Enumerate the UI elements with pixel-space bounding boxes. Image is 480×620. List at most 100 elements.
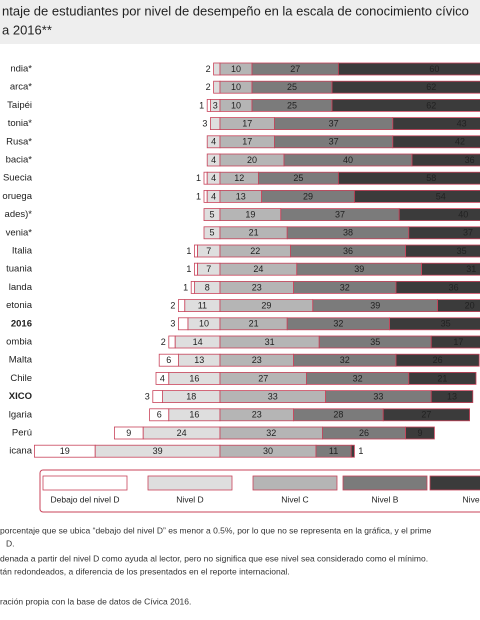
- category-label: bacia*: [6, 155, 33, 166]
- value-label: 58: [426, 173, 436, 183]
- value-label: 8: [205, 282, 210, 292]
- value-label: 10: [231, 82, 241, 92]
- value-label: 3: [213, 100, 218, 110]
- category-label: Malta: [9, 355, 33, 366]
- bar-segment: [430, 390, 474, 404]
- value-label: 60: [429, 64, 439, 74]
- category-label: lgaria: [9, 409, 33, 420]
- bar-segment: [203, 189, 208, 203]
- value-label: 1: [196, 191, 201, 201]
- category-label: arca*: [10, 82, 32, 93]
- value-label: 40: [458, 209, 468, 219]
- bar-segment: [382, 408, 471, 422]
- value-label: 31: [466, 264, 476, 274]
- bar-segment: [398, 208, 480, 222]
- value-label: 17: [453, 337, 463, 347]
- value-label: 33: [268, 391, 278, 401]
- legend-swatch: [252, 475, 338, 491]
- value-label: 3: [170, 319, 175, 329]
- value-label: 10: [231, 64, 241, 74]
- bar-segment: [177, 317, 189, 331]
- value-label: 21: [249, 228, 259, 238]
- legend-label: Nivel D: [176, 494, 203, 504]
- value-label: 11: [329, 446, 338, 456]
- legend-label: Nivel: [463, 494, 480, 504]
- value-label: 10: [231, 100, 241, 110]
- category-label: Chile: [10, 373, 32, 384]
- value-label: 39: [370, 300, 380, 310]
- category-label: icana: [9, 446, 32, 457]
- value-label: 1: [183, 282, 188, 292]
- value-label: 6: [166, 355, 171, 365]
- value-label: 2: [161, 337, 166, 347]
- legend-swatch: [147, 475, 233, 491]
- value-label: 54: [436, 191, 446, 201]
- value-label: 24: [253, 264, 263, 274]
- value-label: 2: [206, 82, 211, 92]
- value-label: 2: [170, 300, 175, 310]
- value-label: 13: [236, 191, 246, 201]
- value-label: 10: [199, 319, 209, 329]
- value-label: 4: [160, 373, 165, 383]
- value-label: 3: [202, 118, 207, 128]
- category-label: etonia: [6, 300, 33, 311]
- header-band: [0, 0, 480, 44]
- value-label: 19: [60, 446, 70, 456]
- value-label: 32: [340, 282, 350, 292]
- bar-segment: [353, 189, 480, 203]
- bar-segment: [331, 80, 480, 94]
- bar-segment: [337, 62, 480, 76]
- value-label: 35: [370, 337, 380, 347]
- value-label: 16: [189, 373, 199, 383]
- bar-segment: [395, 353, 480, 367]
- value-label: 4: [211, 155, 216, 165]
- value-label: 38: [343, 228, 353, 238]
- footnote: denada a partir del nivel D como ayuda a…: [0, 553, 428, 563]
- value-label: 33: [373, 391, 383, 401]
- chart-title: ntaje de estudiantes por nivel de desemp…: [2, 3, 469, 18]
- bar-segment: [152, 390, 163, 404]
- value-label: 26: [433, 355, 443, 365]
- category-label: XICO: [9, 391, 32, 402]
- value-label: 13: [447, 391, 457, 401]
- value-label: 32: [353, 373, 363, 383]
- bar-segment: [206, 99, 211, 112]
- value-label: 1: [199, 100, 204, 110]
- value-label: 5: [209, 209, 214, 219]
- legend-label: Debajo del nivel D: [51, 494, 120, 504]
- value-label: 32: [340, 355, 350, 365]
- value-label: 21: [437, 373, 447, 383]
- value-label: 37: [329, 137, 339, 147]
- value-label: 24: [177, 428, 187, 438]
- value-label: 4: [211, 173, 216, 183]
- value-label: 16: [189, 410, 199, 420]
- value-label: 1: [186, 246, 191, 256]
- chart-title: a 2016**: [2, 22, 52, 37]
- value-label: 23: [252, 355, 262, 365]
- value-label: 25: [287, 100, 297, 110]
- value-label: 21: [249, 319, 259, 329]
- value-label: 40: [343, 155, 353, 165]
- bar-segment: [430, 335, 480, 349]
- value-label: 7: [206, 264, 211, 274]
- value-label: 18: [186, 391, 196, 401]
- category-label: Suecia: [3, 173, 33, 184]
- category-label: ades)*: [5, 209, 33, 220]
- legend-label: Nivel C: [281, 494, 308, 504]
- bar-segment: [203, 171, 208, 185]
- value-label: 35: [441, 319, 451, 329]
- value-label: 30: [263, 446, 273, 456]
- value-label: 2: [206, 64, 211, 74]
- legend-swatch: [42, 475, 128, 491]
- value-label: 6: [157, 410, 162, 420]
- value-label: 25: [287, 82, 297, 92]
- bar-segment: [213, 80, 221, 94]
- category-label: Taipéi: [7, 100, 32, 111]
- value-label: 13: [194, 355, 204, 365]
- value-label: 36: [449, 282, 459, 292]
- category-label: Perú: [12, 428, 32, 439]
- bar-segment: [350, 444, 355, 458]
- footnote: ración propia con la base de datos de Cí…: [0, 596, 191, 606]
- bar-segment: [168, 335, 176, 349]
